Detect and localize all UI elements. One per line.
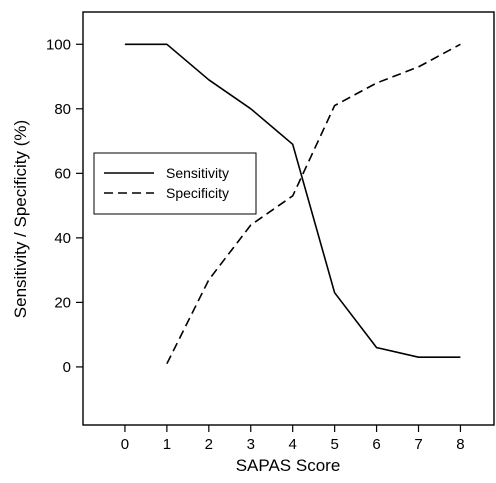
legend-sensitivity-label: Sensitivity	[166, 165, 229, 181]
x-tick-label: 3	[247, 436, 255, 453]
plot-frame	[82, 11, 495, 426]
x-tick-label: 8	[456, 436, 464, 453]
series-line-specificity	[166, 43, 461, 365]
x-tick-label: 1	[163, 436, 171, 453]
series-line-sensitivity	[124, 43, 461, 359]
series-layer	[124, 43, 461, 365]
x-tick-label: 5	[330, 436, 338, 453]
x-tick-label: 6	[372, 436, 380, 453]
y-tick-label: 20	[54, 294, 71, 311]
y-tick-label: 80	[54, 101, 71, 118]
x-tick-label: 2	[205, 436, 213, 453]
y-tick-label: 60	[54, 165, 71, 182]
x-axis: 0 1 2 3 4 5 6 7 8	[121, 425, 465, 453]
legend: Sensitivity Specificity	[93, 152, 257, 215]
x-tick-label: 0	[121, 436, 129, 453]
y-tick-label: 40	[54, 230, 71, 247]
y-axis-title: Sensitivity / Specificity (%)	[11, 120, 30, 318]
x-tick-label: 7	[414, 436, 422, 453]
y-tick-label: 0	[63, 359, 71, 376]
x-axis-title: SAPAS Score	[236, 456, 341, 475]
y-tick-label: 100	[46, 36, 71, 53]
x-tick-label: 4	[289, 436, 297, 453]
legend-specificity-label: Specificity	[166, 185, 229, 201]
y-axis: 0 20 40 60 80 100	[46, 36, 83, 376]
legend-box	[93, 152, 257, 215]
